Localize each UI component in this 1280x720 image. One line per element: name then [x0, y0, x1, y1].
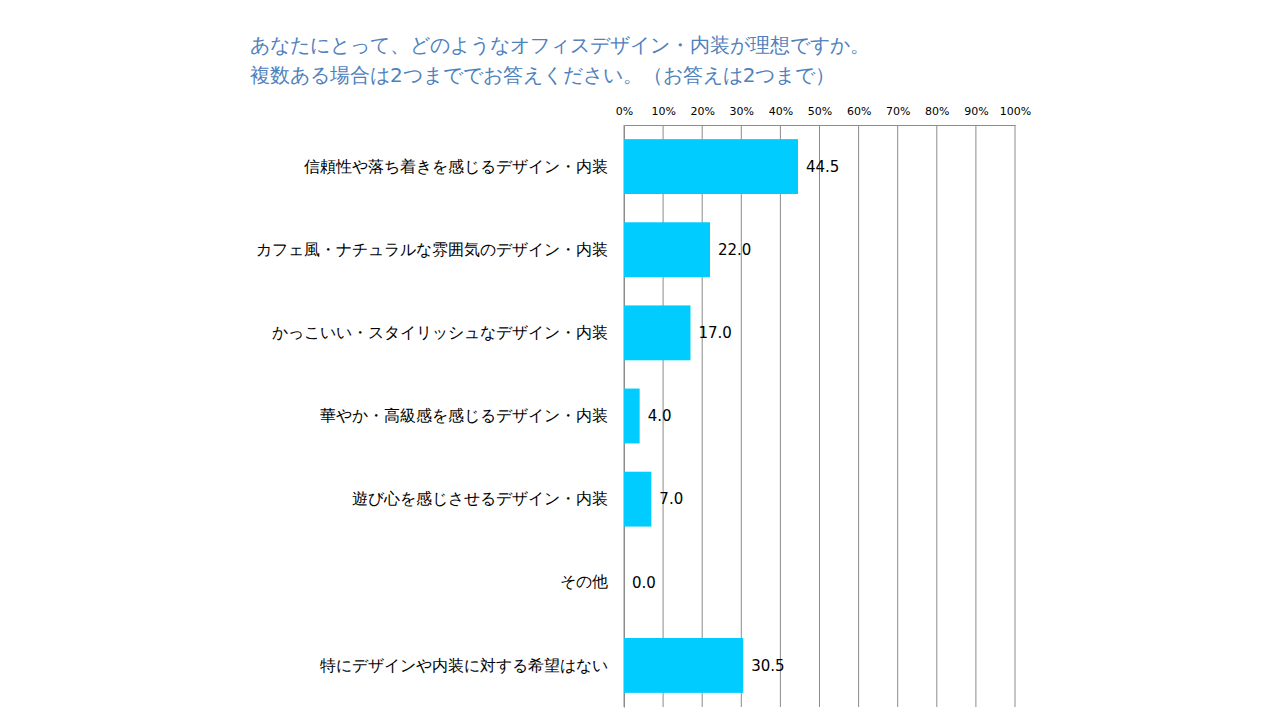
- grid-line: [975, 125, 976, 707]
- category-label: 信頼性や落ち着きを感じるデザイン・内装: [304, 157, 608, 176]
- bar: [624, 139, 798, 194]
- data-label: 30.5: [751, 657, 784, 675]
- data-label: 44.5: [806, 158, 839, 176]
- tick: 40%: [769, 105, 793, 125]
- grid-line: [819, 125, 820, 707]
- tick: 0%: [616, 105, 633, 125]
- grid-line: [936, 125, 937, 707]
- grid-line: [1015, 125, 1016, 707]
- data-label: 22.0: [718, 241, 751, 259]
- tick: 70%: [886, 105, 910, 125]
- category-label: かっこいい・スタイリッシュなデザイン・内装: [272, 323, 608, 342]
- tick: 特にデザインや内装に対する希望はない: [320, 656, 608, 675]
- data-labels: 44.5 22.0 17.0 4.0 7.0 0.0 30.5: [632, 158, 839, 675]
- tick-label: 40%: [769, 105, 793, 118]
- tick: 60%: [847, 105, 871, 125]
- grid-line: [780, 125, 781, 707]
- grid-line: [741, 125, 742, 707]
- tick-label: 0%: [616, 105, 633, 118]
- tick: 20%: [690, 105, 714, 125]
- bar: [624, 472, 651, 527]
- data-label: 4.0: [648, 407, 672, 425]
- tick: カフェ風・ナチュラルな雰囲気のデザイン・内装: [256, 240, 608, 259]
- tick: 80%: [925, 105, 949, 125]
- data-label: 0.0: [632, 574, 656, 592]
- grid-line: [702, 125, 703, 707]
- chart: あなたにとって、どのようなオフィスデザイン・内装が理想ですか。複数ある場合は2つ…: [0, 0, 1280, 720]
- grid-line: [858, 125, 859, 707]
- tick: かっこいい・スタイリッシュなデザイン・内装: [272, 323, 608, 342]
- category-label: その他: [560, 572, 608, 591]
- bar: [624, 555, 625, 610]
- bars: [624, 139, 798, 693]
- tick: 10%: [651, 105, 675, 125]
- bar: [624, 638, 743, 693]
- tick-label: 30%: [730, 105, 754, 118]
- tick: 100%: [1000, 105, 1031, 125]
- tick-label: 90%: [964, 105, 988, 118]
- data-label: 17.0: [698, 324, 731, 342]
- category-label: 華やか・高級感を感じるデザイン・内装: [320, 406, 608, 425]
- grid-line: [897, 125, 898, 707]
- bar: [624, 222, 710, 277]
- tick: 遊び心を感じさせるデザイン・内装: [352, 489, 608, 508]
- tick-label: 100%: [1000, 105, 1031, 118]
- category-label: カフェ風・ナチュラルな雰囲気のデザイン・内装: [256, 240, 608, 259]
- subtitle: 複数ある場合は2つまででお答えください。（お答えは2つまで）: [250, 63, 835, 87]
- tick: 30%: [730, 105, 754, 125]
- y-axis: 信頼性や落ち着きを感じるデザイン・内装カフェ風・ナチュラルな雰囲気のデザイン・内…: [256, 126, 625, 708]
- axis-line: [625, 125, 1016, 126]
- category-label: 特にデザインや内装に対する希望はない: [320, 656, 608, 675]
- bar: [624, 389, 640, 444]
- tick: その他: [560, 572, 608, 591]
- x-axis: 0% 10% 20% 30% 40% 50% 60% 70% 80% 90% 100%: [616, 105, 1031, 126]
- tick-label: 60%: [847, 105, 871, 118]
- tick-label: 50%: [808, 105, 832, 118]
- tick: 華やか・高級感を感じるデザイン・内装: [320, 406, 608, 425]
- tick-label: 10%: [651, 105, 675, 118]
- bar: [624, 305, 690, 360]
- tick-label: 80%: [925, 105, 949, 118]
- category-label: 遊び心を感じさせるデザイン・内装: [352, 489, 608, 508]
- tick: 50%: [808, 105, 832, 125]
- tick: 信頼性や落ち着きを感じるデザイン・内装: [304, 157, 608, 176]
- tick: 90%: [964, 105, 988, 125]
- title: あなたにとって、どのようなオフィスデザイン・内装が理想ですか。: [250, 33, 870, 57]
- tick-label: 20%: [690, 105, 714, 118]
- grid: [624, 125, 1015, 707]
- data-label: 7.0: [659, 490, 683, 508]
- tick-label: 70%: [886, 105, 910, 118]
